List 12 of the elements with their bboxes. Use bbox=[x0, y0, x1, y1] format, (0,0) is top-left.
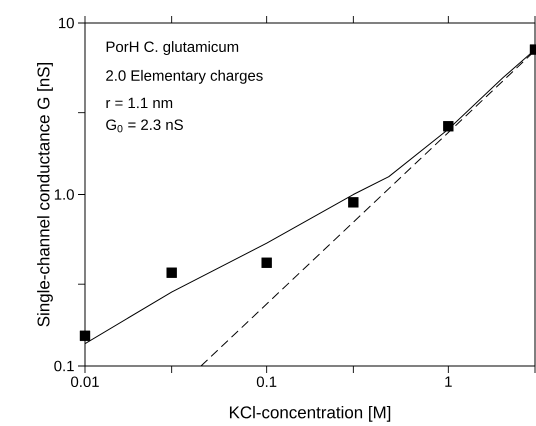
y-axis-title: Single-channel conductance G [nS] bbox=[37, 63, 53, 326]
x-tick-label: 0.01 bbox=[71, 376, 99, 388]
x-axis-title: KCl-concentration [M] bbox=[230, 406, 390, 422]
y-tick-label: 10 bbox=[59, 18, 74, 28]
annotation: G$_{0}$ = 2.3 nS bbox=[106, 119, 183, 132]
y-tick-label: 1.0 bbox=[54, 189, 74, 200]
annotation: r = 1.1 nm bbox=[106, 98, 172, 108]
annotation: PorH C. glutamicum bbox=[106, 41, 238, 55]
x-tick-label: 0.1 bbox=[256, 376, 276, 388]
x-tick-label: 1 bbox=[445, 376, 452, 387]
y-tick-label: 0.1 bbox=[54, 360, 74, 372]
annotation: 2.0 Elementary charges bbox=[106, 70, 263, 84]
